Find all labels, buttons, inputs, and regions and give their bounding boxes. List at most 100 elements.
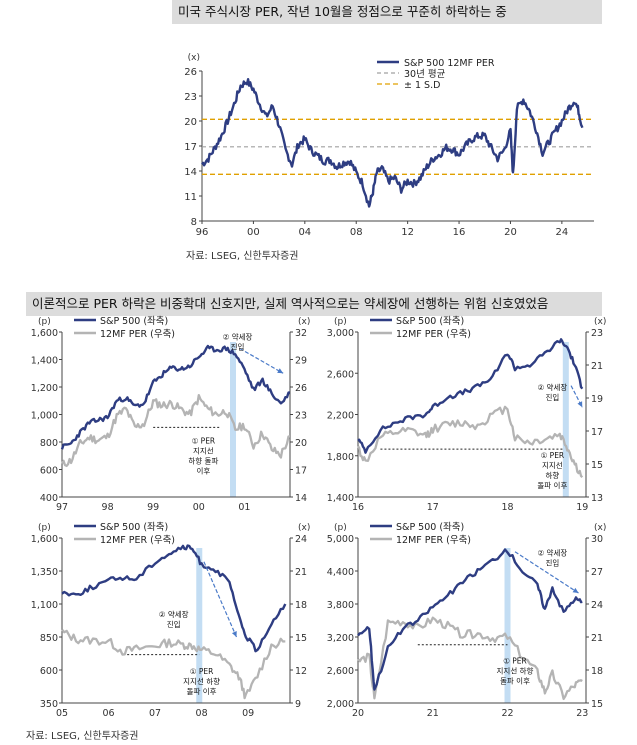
- x-tick-label: 09: [242, 708, 254, 718]
- left-tick-label: 600: [40, 666, 58, 677]
- annotation-per-support-break-line: ① PER: [192, 436, 216, 445]
- x-tick-label: 01: [238, 502, 250, 512]
- x-tick-label: 18: [501, 502, 513, 512]
- x-tick-label: 20: [352, 708, 364, 718]
- right-tick-label: 18: [295, 600, 307, 611]
- x-tick-label: 19: [576, 502, 588, 512]
- series-line-per: [357, 405, 584, 479]
- right-tick-label: 23: [591, 328, 603, 339]
- annotation-per-support-break-line: 돌파 이후: [500, 675, 530, 685]
- left-tick-label: 2,600: [327, 666, 354, 677]
- annotation-bear-market-entry-line: ② 약세장: [223, 332, 253, 342]
- legend-label-sp500: S&P 500 (좌축): [396, 522, 464, 533]
- right-tick-label: 27: [591, 567, 603, 578]
- annotation-bear-market-entry-line: ② 약세장: [537, 382, 567, 392]
- y-tick-label: 11: [184, 192, 197, 203]
- annotation-per-support-break: ① PER 지지선 하향 돌파 이후: [188, 436, 218, 475]
- x-tick-label: 99: [147, 502, 159, 512]
- left-tick-label: 2,600: [327, 369, 354, 380]
- series-line-per: [61, 628, 286, 700]
- bear-entry-band: [196, 548, 203, 703]
- x-tick-label: 17: [427, 502, 439, 512]
- bear-entry-band: [562, 342, 569, 497]
- annotation-bear-market-entry-line: 진입: [231, 342, 245, 352]
- y-tick-label: 14: [184, 167, 197, 178]
- x-tick-label: 00: [247, 227, 260, 238]
- x-tick-label: 06: [102, 708, 114, 718]
- top-source: 자료: LSEG, 신한투자증권: [186, 251, 299, 262]
- annotation-per-support-break: ① PER 지지선 하향 돌파 이후: [183, 667, 220, 696]
- annotation-per-support-break-line: ① PER: [541, 451, 565, 460]
- annotation-bear-market-entry: ② 약세장 진입: [223, 332, 253, 352]
- annotation-bear-market-entry-line: 진입: [545, 558, 559, 568]
- annotation-per-support-break-line: 하향 돌파: [188, 455, 218, 465]
- y-tick-label: 26: [184, 67, 197, 78]
- right-tick-label: 9: [295, 699, 301, 710]
- right-tick-label: 17: [591, 427, 603, 438]
- annotation-bear-market-entry: ② 약세장 진입: [159, 609, 189, 629]
- left-tick-label: 2,000: [327, 699, 354, 710]
- right-tick-label: 29: [295, 356, 307, 367]
- right-unit-label: (x): [298, 523, 310, 533]
- series-line-per: [60, 393, 290, 468]
- annotation-per-support-break-line: 돌파 이후: [537, 480, 567, 490]
- left-tick-label: 800: [40, 438, 58, 449]
- legend-label-sp500-per: S&P 500 12MF PER: [404, 58, 495, 69]
- series-line-sp500-per: [201, 78, 584, 208]
- x-tick-label: 05: [56, 708, 68, 718]
- annotation-per-support-break-line: ① PER: [190, 667, 214, 676]
- annotation-per-support-break-line: 돌파 이후: [187, 686, 217, 696]
- bear-arrow-head: [231, 631, 237, 637]
- left-tick-label: 1,400: [327, 493, 354, 504]
- legend-label-per: 12MF PER (우축): [100, 535, 175, 546]
- annotation-per-support-break-line: 하향: [545, 470, 559, 480]
- right-tick-label: 15: [591, 699, 603, 710]
- left-tick-label: 350: [40, 699, 58, 710]
- annotation-bear-market-entry-line: ② 약세장: [159, 609, 189, 619]
- left-tick-label: 1,800: [327, 452, 354, 463]
- x-tick-label: 07: [149, 708, 161, 718]
- panel-2016-2018-chart: (p) (x) 1,400 1,800 2,200 2,600 3,000 13 15 17 19 2…: [327, 316, 607, 512]
- left-tick-label: 1,000: [31, 411, 58, 422]
- right-tick-label: 32: [295, 328, 307, 339]
- legend-label-sd: ± 1 S.D: [404, 80, 440, 91]
- bear-arrow: [514, 551, 579, 594]
- annotation-per-support-break-line: 지지선 하향: [183, 676, 220, 686]
- y-tick-label: 23: [184, 92, 197, 103]
- right-unit-label: (x): [298, 317, 310, 327]
- series-line-sp500: [357, 548, 583, 691]
- left-unit-label: (p): [38, 523, 51, 533]
- annotation-bear-market-entry-line: 진입: [167, 619, 181, 629]
- x-tick-label: 08: [350, 227, 363, 238]
- y-tick-label: 17: [184, 142, 197, 153]
- legend-label-per: 12MF PER (우축): [100, 329, 175, 340]
- x-tick-label: 12: [401, 227, 414, 238]
- x-tick-label: 24: [556, 227, 569, 238]
- right-tick-label: 21: [295, 567, 307, 578]
- left-tick-label: 3,200: [327, 633, 354, 644]
- x-tick-label: 97: [56, 502, 68, 512]
- annotation-per-support-break: ① PER 지지선 하향 돌파 이후: [537, 451, 567, 490]
- bear-arrow: [239, 347, 284, 374]
- left-tick-label: 600: [40, 466, 58, 477]
- series-line-per: [357, 616, 583, 701]
- annotation-bear-market-entry: ② 약세장 진입: [537, 548, 567, 568]
- legend-label-per: 12MF PER (우축): [396, 535, 471, 546]
- right-tick-label: 12: [295, 666, 307, 677]
- legend-label-mean: 30년 평균: [404, 69, 446, 80]
- annotation-per-support-break-line: 지지선 하향: [497, 665, 534, 675]
- x-tick-label: 08: [196, 708, 208, 718]
- bear-arrow-head: [577, 401, 583, 408]
- right-tick-label: 15: [295, 633, 307, 644]
- right-tick-label: 24: [591, 600, 603, 611]
- annotation-bear-market-entry-line: 진입: [545, 392, 559, 402]
- legend-label-per: 12MF PER (우축): [396, 329, 471, 340]
- annotation-per-support-break-line: 지지선: [193, 446, 214, 455]
- annotation-per-support-break: ① PER 지지선 하향 돌파 이후: [497, 656, 534, 685]
- annotation-per-support-break-line: 이후: [196, 465, 210, 475]
- right-tick-label: 18: [591, 666, 603, 677]
- left-tick-label: 1,600: [31, 534, 58, 545]
- series-line-sp500: [357, 338, 584, 454]
- right-tick-label: 19: [591, 394, 603, 405]
- y-tick-label: 8: [191, 217, 197, 228]
